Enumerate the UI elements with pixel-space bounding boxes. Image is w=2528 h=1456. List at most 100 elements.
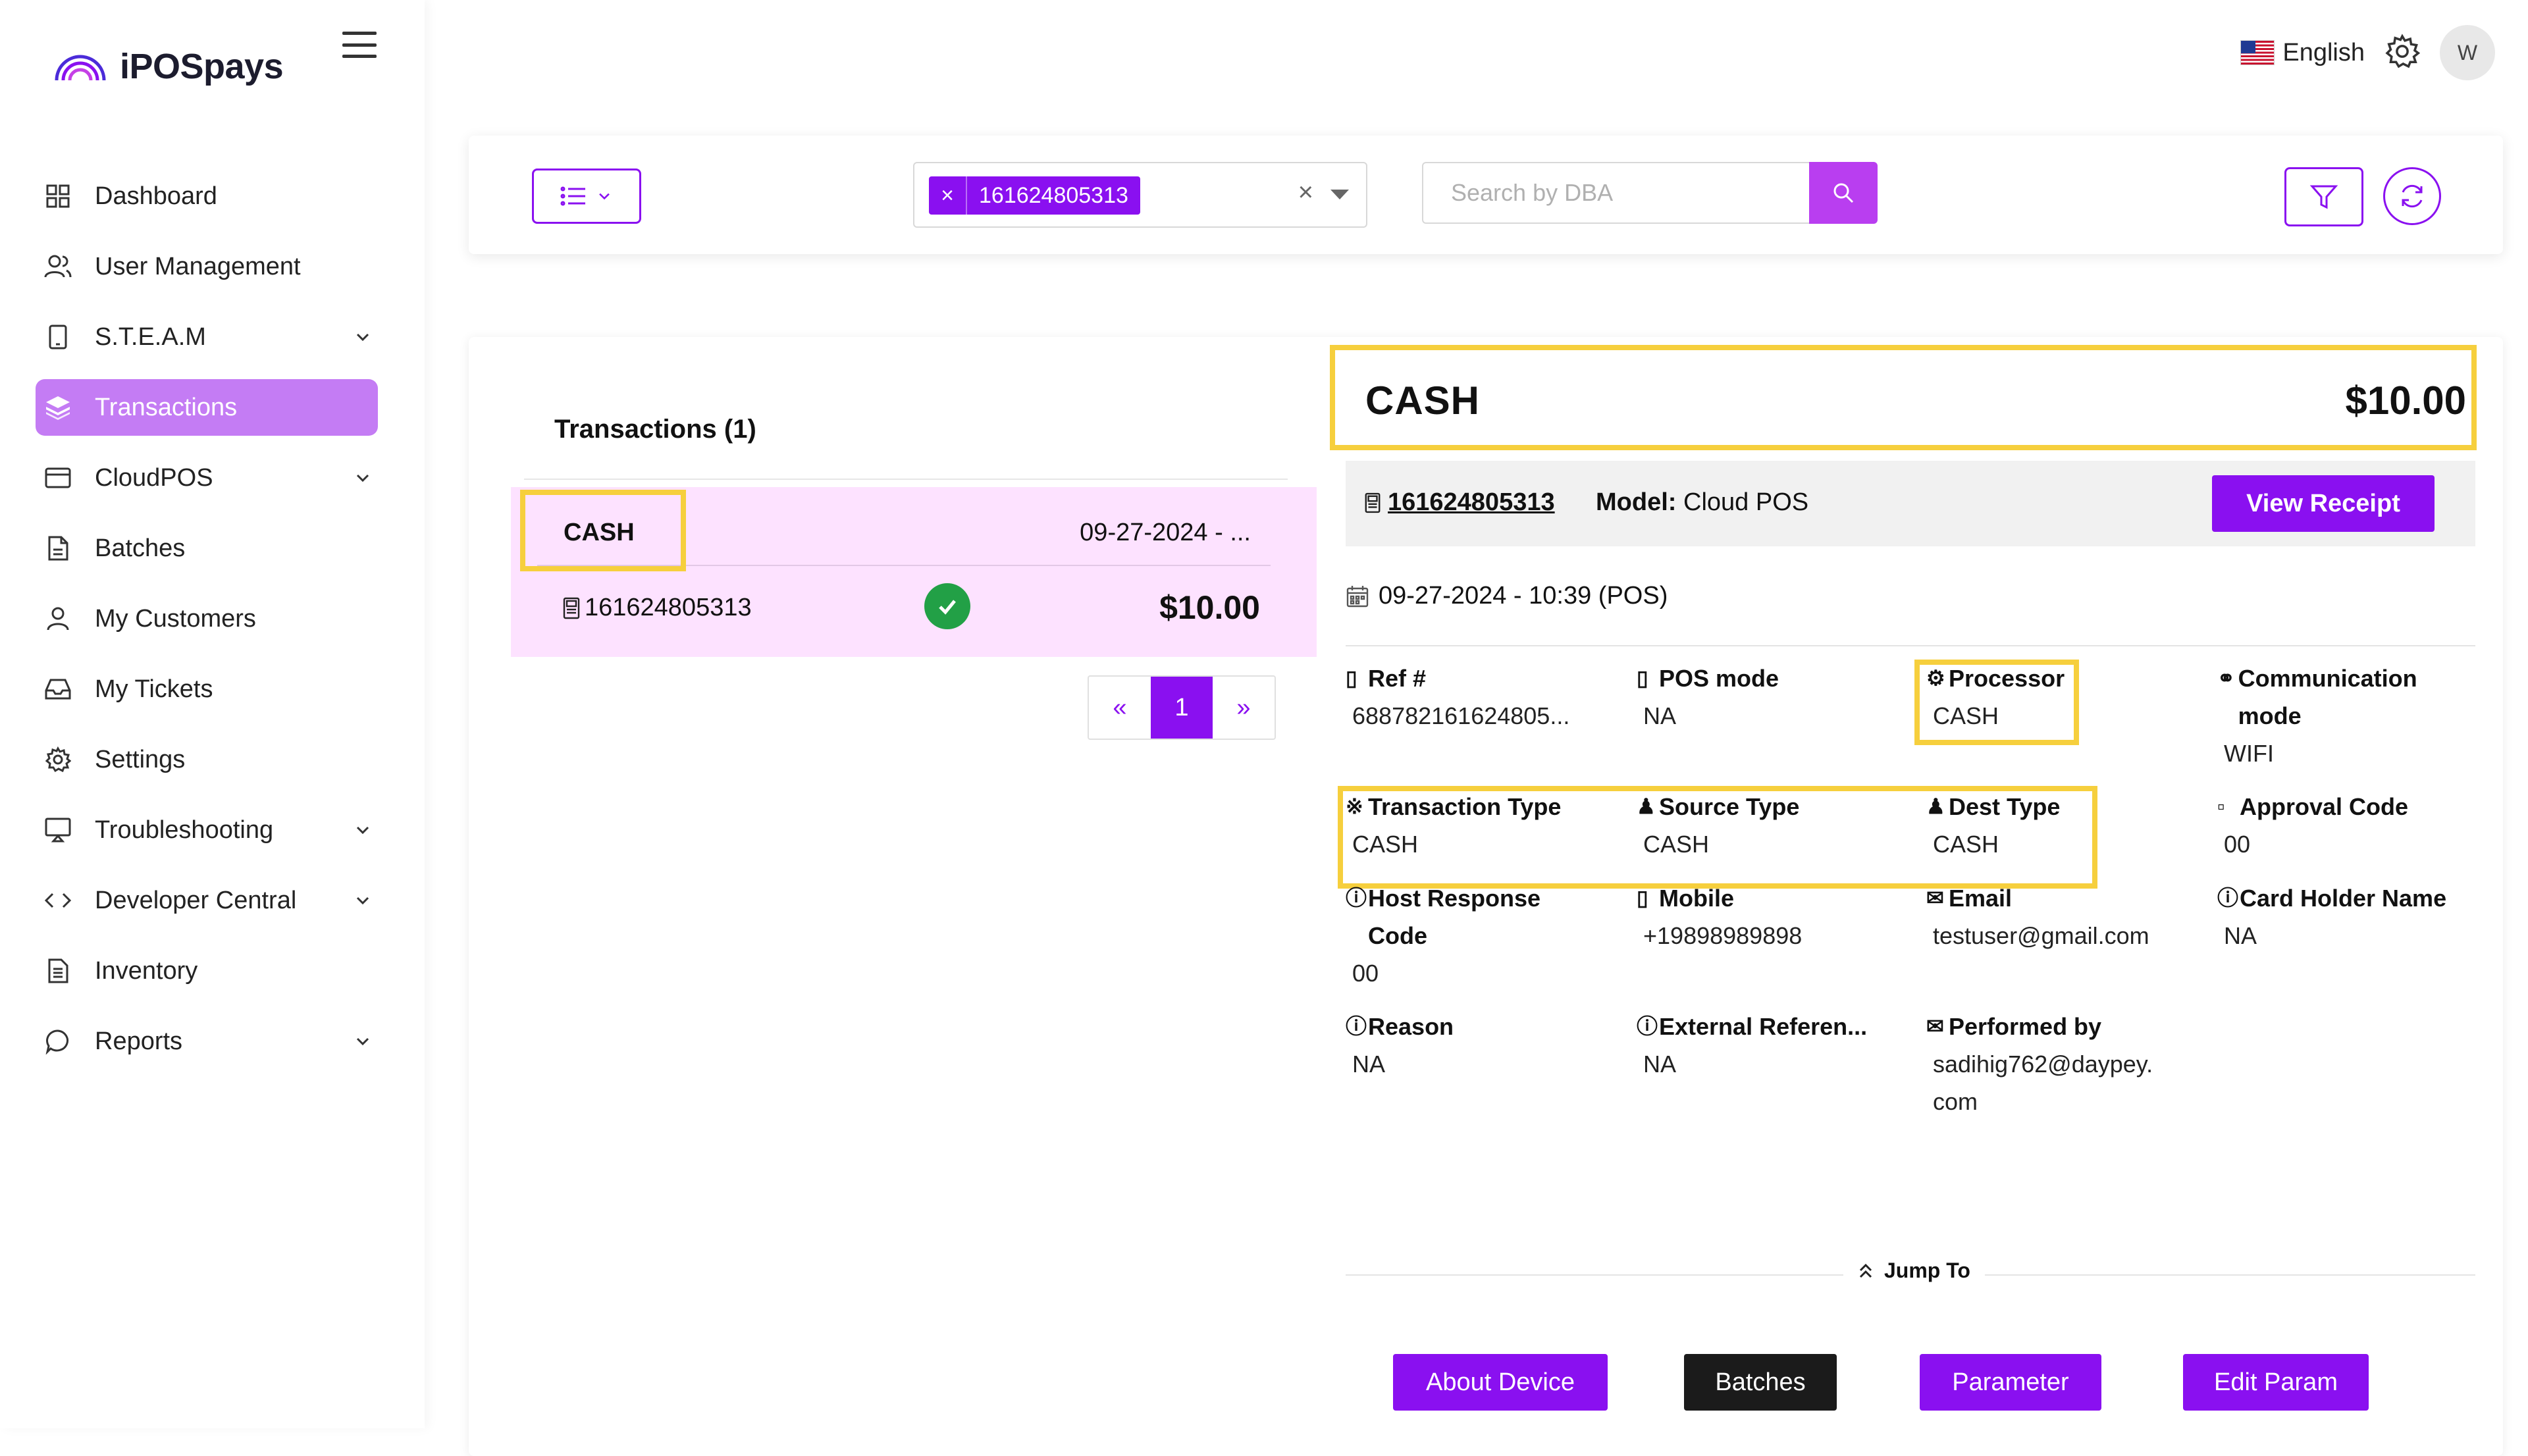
info-icon: ⓘ	[2217, 886, 2239, 910]
chevron-down-icon	[599, 193, 610, 200]
transaction-datetime: 09-27-2024 - 10:39 (POS)	[1346, 582, 1668, 610]
field-label: POS mode	[1659, 665, 1779, 692]
user-icon	[43, 604, 72, 633]
chevron-down-icon[interactable]	[353, 1031, 373, 1051]
field-label: Mobile	[1659, 885, 1734, 912]
chevron-down-icon[interactable]	[353, 468, 373, 488]
sidebar-item-batches[interactable]: Batches	[36, 520, 378, 577]
field-external-reference: ⓘ External Referen... NA	[1637, 1008, 1913, 1083]
chip-remove-icon[interactable]: ×	[929, 176, 967, 215]
search-input[interactable]	[1422, 162, 1810, 224]
sidebar-item-user-management[interactable]: User Management	[36, 238, 378, 295]
field-label: Processor	[1949, 665, 2065, 692]
sidebar-item-my-tickets[interactable]: My Tickets	[36, 661, 378, 717]
tablet-icon	[43, 323, 72, 351]
pager-next-button[interactable]: »	[1236, 693, 1251, 721]
field-label: Ref #	[1368, 665, 1427, 692]
processor-gear-icon: ⚙	[1926, 666, 1945, 690]
sidebar-item-settings[interactable]: Settings	[36, 731, 378, 788]
sidebar-item-inventory[interactable]: Inventory	[36, 943, 378, 999]
monitor-icon	[43, 816, 72, 845]
doc-icon: ▯	[1346, 666, 1357, 690]
search-button[interactable]	[1809, 162, 1878, 224]
sidebar-item-label: Batches	[95, 534, 186, 562]
field-value: CASH	[1352, 831, 1419, 858]
avatar-initial: W	[2457, 40, 2478, 65]
field-value: 688782161624805...	[1352, 702, 1570, 729]
pager-page-button[interactable]: 1	[1151, 677, 1213, 739]
refresh-button[interactable]	[2383, 167, 2441, 225]
chevron-down-icon[interactable]	[353, 820, 373, 840]
sidebar-item-label: Developer Central	[95, 886, 297, 914]
inbox-icon	[43, 675, 72, 704]
model-value: Cloud POS	[1683, 488, 1809, 516]
batches-button[interactable]: Batches	[1684, 1354, 1837, 1411]
menu-toggle-icon[interactable]	[342, 32, 377, 58]
field-value: WIFI	[2224, 740, 2274, 767]
terminal-icon	[1365, 492, 1381, 513]
field-label: Host Response Code	[1368, 885, 1541, 949]
device-icon: ▯	[1637, 666, 1648, 690]
terminal-id: 161624805313	[1388, 488, 1555, 516]
document-icon	[43, 956, 72, 985]
list-view-dropdown-button[interactable]	[532, 169, 641, 224]
sidebar-item-dashboard[interactable]: Dashboard	[36, 168, 378, 224]
field-label: Performed by	[1949, 1013, 2102, 1040]
sidebar-item-steam[interactable]: S.T.E.A.M	[36, 309, 378, 365]
sidebar-item-label: Settings	[95, 745, 186, 773]
sidebar-item-label: Transactions	[95, 393, 238, 421]
sidebar-item-cloudpos[interactable]: CloudPOS	[36, 450, 378, 506]
field-value: NA	[1643, 1051, 1677, 1078]
filter-button[interactable]	[2284, 167, 2363, 226]
field-label: Transaction Type	[1368, 793, 1562, 820]
us-flag-icon	[2240, 40, 2275, 65]
sidebar-item-label: Inventory	[95, 956, 198, 985]
transaction-amount: $10.00	[1159, 589, 1260, 626]
view-receipt-button[interactable]: View Receipt	[2212, 475, 2435, 532]
about-device-button[interactable]: About Device	[1393, 1354, 1608, 1411]
datetime-value: 09-27-2024 - 10:39 (POS)	[1379, 582, 1668, 610]
pager-prev-button[interactable]: «	[1113, 693, 1127, 721]
gear-icon[interactable]	[2384, 33, 2421, 72]
logo-text: iPOSpays	[120, 47, 284, 86]
rainbow-logo-icon	[55, 55, 106, 81]
chat-icon	[43, 1027, 72, 1056]
field-reason: ⓘ Reason NA	[1346, 1008, 1622, 1083]
field-label: Dest Type	[1949, 793, 2061, 820]
sidebar-item-label: Troubleshooting	[95, 816, 274, 844]
field-host-response: ⓘ Host Response Code 00	[1346, 879, 1583, 992]
language-label: English	[2282, 38, 2365, 66]
field-value: NA	[1643, 702, 1677, 729]
chevron-down-icon[interactable]	[353, 327, 373, 347]
avatar[interactable]: W	[2440, 25, 2495, 80]
sidebar-item-label: Reports	[95, 1027, 183, 1055]
field-label: Card Holder Name	[2240, 885, 2447, 912]
logo[interactable]: iPOSpays	[53, 46, 284, 87]
refresh-icon	[2402, 184, 2423, 208]
card-icon	[43, 463, 72, 492]
field-value: sadihig762@daypey.com	[1933, 1051, 2153, 1115]
terminal-link[interactable]: 161624805313	[1364, 488, 1555, 517]
signal-icon: ※	[1346, 794, 1363, 818]
parameter-button[interactable]: Parameter	[1920, 1354, 2101, 1411]
chevron-down-icon[interactable]	[353, 891, 373, 910]
sidebar-item-my-customers[interactable]: My Customers	[36, 590, 378, 647]
caret-down-icon[interactable]	[1330, 190, 1349, 199]
terminal-multiselect[interactable]: × 161624805313 ×	[913, 162, 1367, 228]
sidebar-item-label: CloudPOS	[95, 463, 213, 492]
detail-amount: $10.00	[2345, 378, 2466, 423]
grid-icon	[43, 182, 72, 211]
terminal-icon	[563, 597, 580, 619]
jump-to-text: Jump To	[1884, 1259, 1970, 1282]
sidebar-item-troubleshooting[interactable]: Troubleshooting	[36, 802, 378, 858]
language-selector[interactable]: English	[2240, 39, 2365, 67]
sidebar-item-developer-central[interactable]: Developer Central	[36, 872, 378, 929]
sidebar-item-transactions[interactable]: Transactions	[36, 379, 378, 436]
field-value: 00	[2224, 831, 2251, 858]
list-item[interactable]: CASH 09-27-2024 - ... 161624805313 $10.0…	[511, 487, 1317, 657]
edit-param-button[interactable]: Edit Param	[2183, 1354, 2369, 1411]
sidebar-item-reports[interactable]: Reports	[36, 1013, 378, 1070]
field-value: 00	[1352, 960, 1379, 987]
clear-icon[interactable]: ×	[1298, 178, 1313, 207]
transaction-terminal: 161624805313	[562, 594, 752, 622]
